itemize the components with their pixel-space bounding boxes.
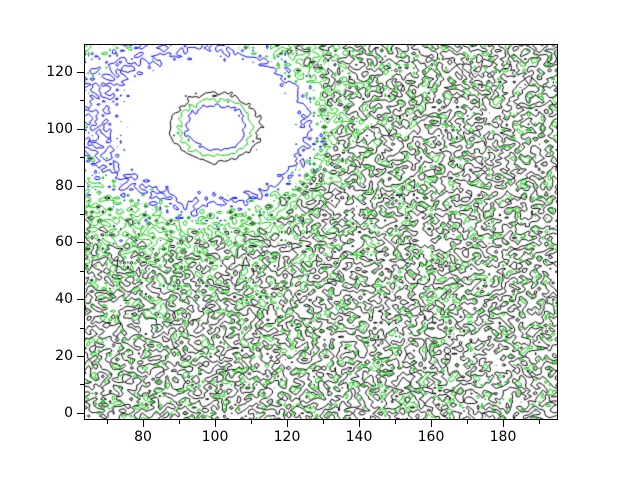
y-minor-tick — [80, 157, 84, 158]
y-tick-label: 40 — [55, 291, 73, 307]
x-major-tick — [503, 420, 504, 427]
x-major-tick — [143, 420, 144, 427]
y-tick-label: 0 — [64, 405, 73, 421]
y-minor-tick — [80, 328, 84, 329]
x-tick-label: 80 — [134, 429, 152, 445]
x-tick-label: 160 — [417, 429, 445, 445]
y-minor-tick — [80, 214, 84, 215]
y-minor-tick — [80, 271, 84, 272]
y-minor-tick — [80, 384, 84, 385]
x-tick-label: 100 — [201, 429, 229, 445]
x-tick-label: 120 — [273, 429, 301, 445]
y-major-tick — [77, 299, 84, 300]
y-major-tick — [77, 186, 84, 187]
x-major-tick — [287, 420, 288, 427]
x-minor-tick — [107, 420, 108, 424]
y-major-tick — [77, 129, 84, 130]
y-tick-label: 80 — [55, 178, 73, 194]
x-tick-label: 180 — [489, 429, 517, 445]
x-major-tick — [215, 420, 216, 427]
x-minor-tick — [179, 420, 180, 424]
x-minor-tick — [323, 420, 324, 424]
plot-area — [84, 44, 558, 420]
y-tick-label: 20 — [55, 348, 73, 364]
y-major-tick — [77, 242, 84, 243]
y-major-tick — [77, 72, 84, 73]
x-minor-tick — [539, 420, 540, 424]
y-tick-label: 100 — [46, 121, 73, 137]
x-tick-label: 140 — [345, 429, 373, 445]
y-tick-label: 60 — [55, 234, 73, 250]
contour-canvas — [85, 45, 557, 419]
y-minor-tick — [80, 100, 84, 101]
y-major-tick — [77, 356, 84, 357]
x-minor-tick — [251, 420, 252, 424]
y-major-tick — [77, 413, 84, 414]
x-minor-tick — [395, 420, 396, 424]
x-minor-tick — [467, 420, 468, 424]
y-tick-label: 120 — [46, 64, 73, 80]
x-major-tick — [431, 420, 432, 427]
x-major-tick — [359, 420, 360, 427]
